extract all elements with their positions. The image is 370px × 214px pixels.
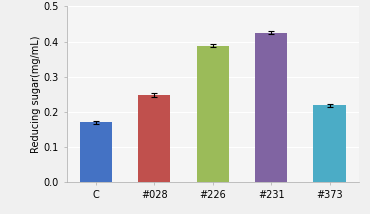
Bar — [80, 122, 112, 182]
Bar — [197, 46, 229, 182]
Bar — [313, 105, 346, 182]
Bar — [138, 95, 171, 182]
Bar — [255, 33, 287, 182]
Y-axis label: Reducing sugar(mg/mL): Reducing sugar(mg/mL) — [31, 35, 41, 153]
